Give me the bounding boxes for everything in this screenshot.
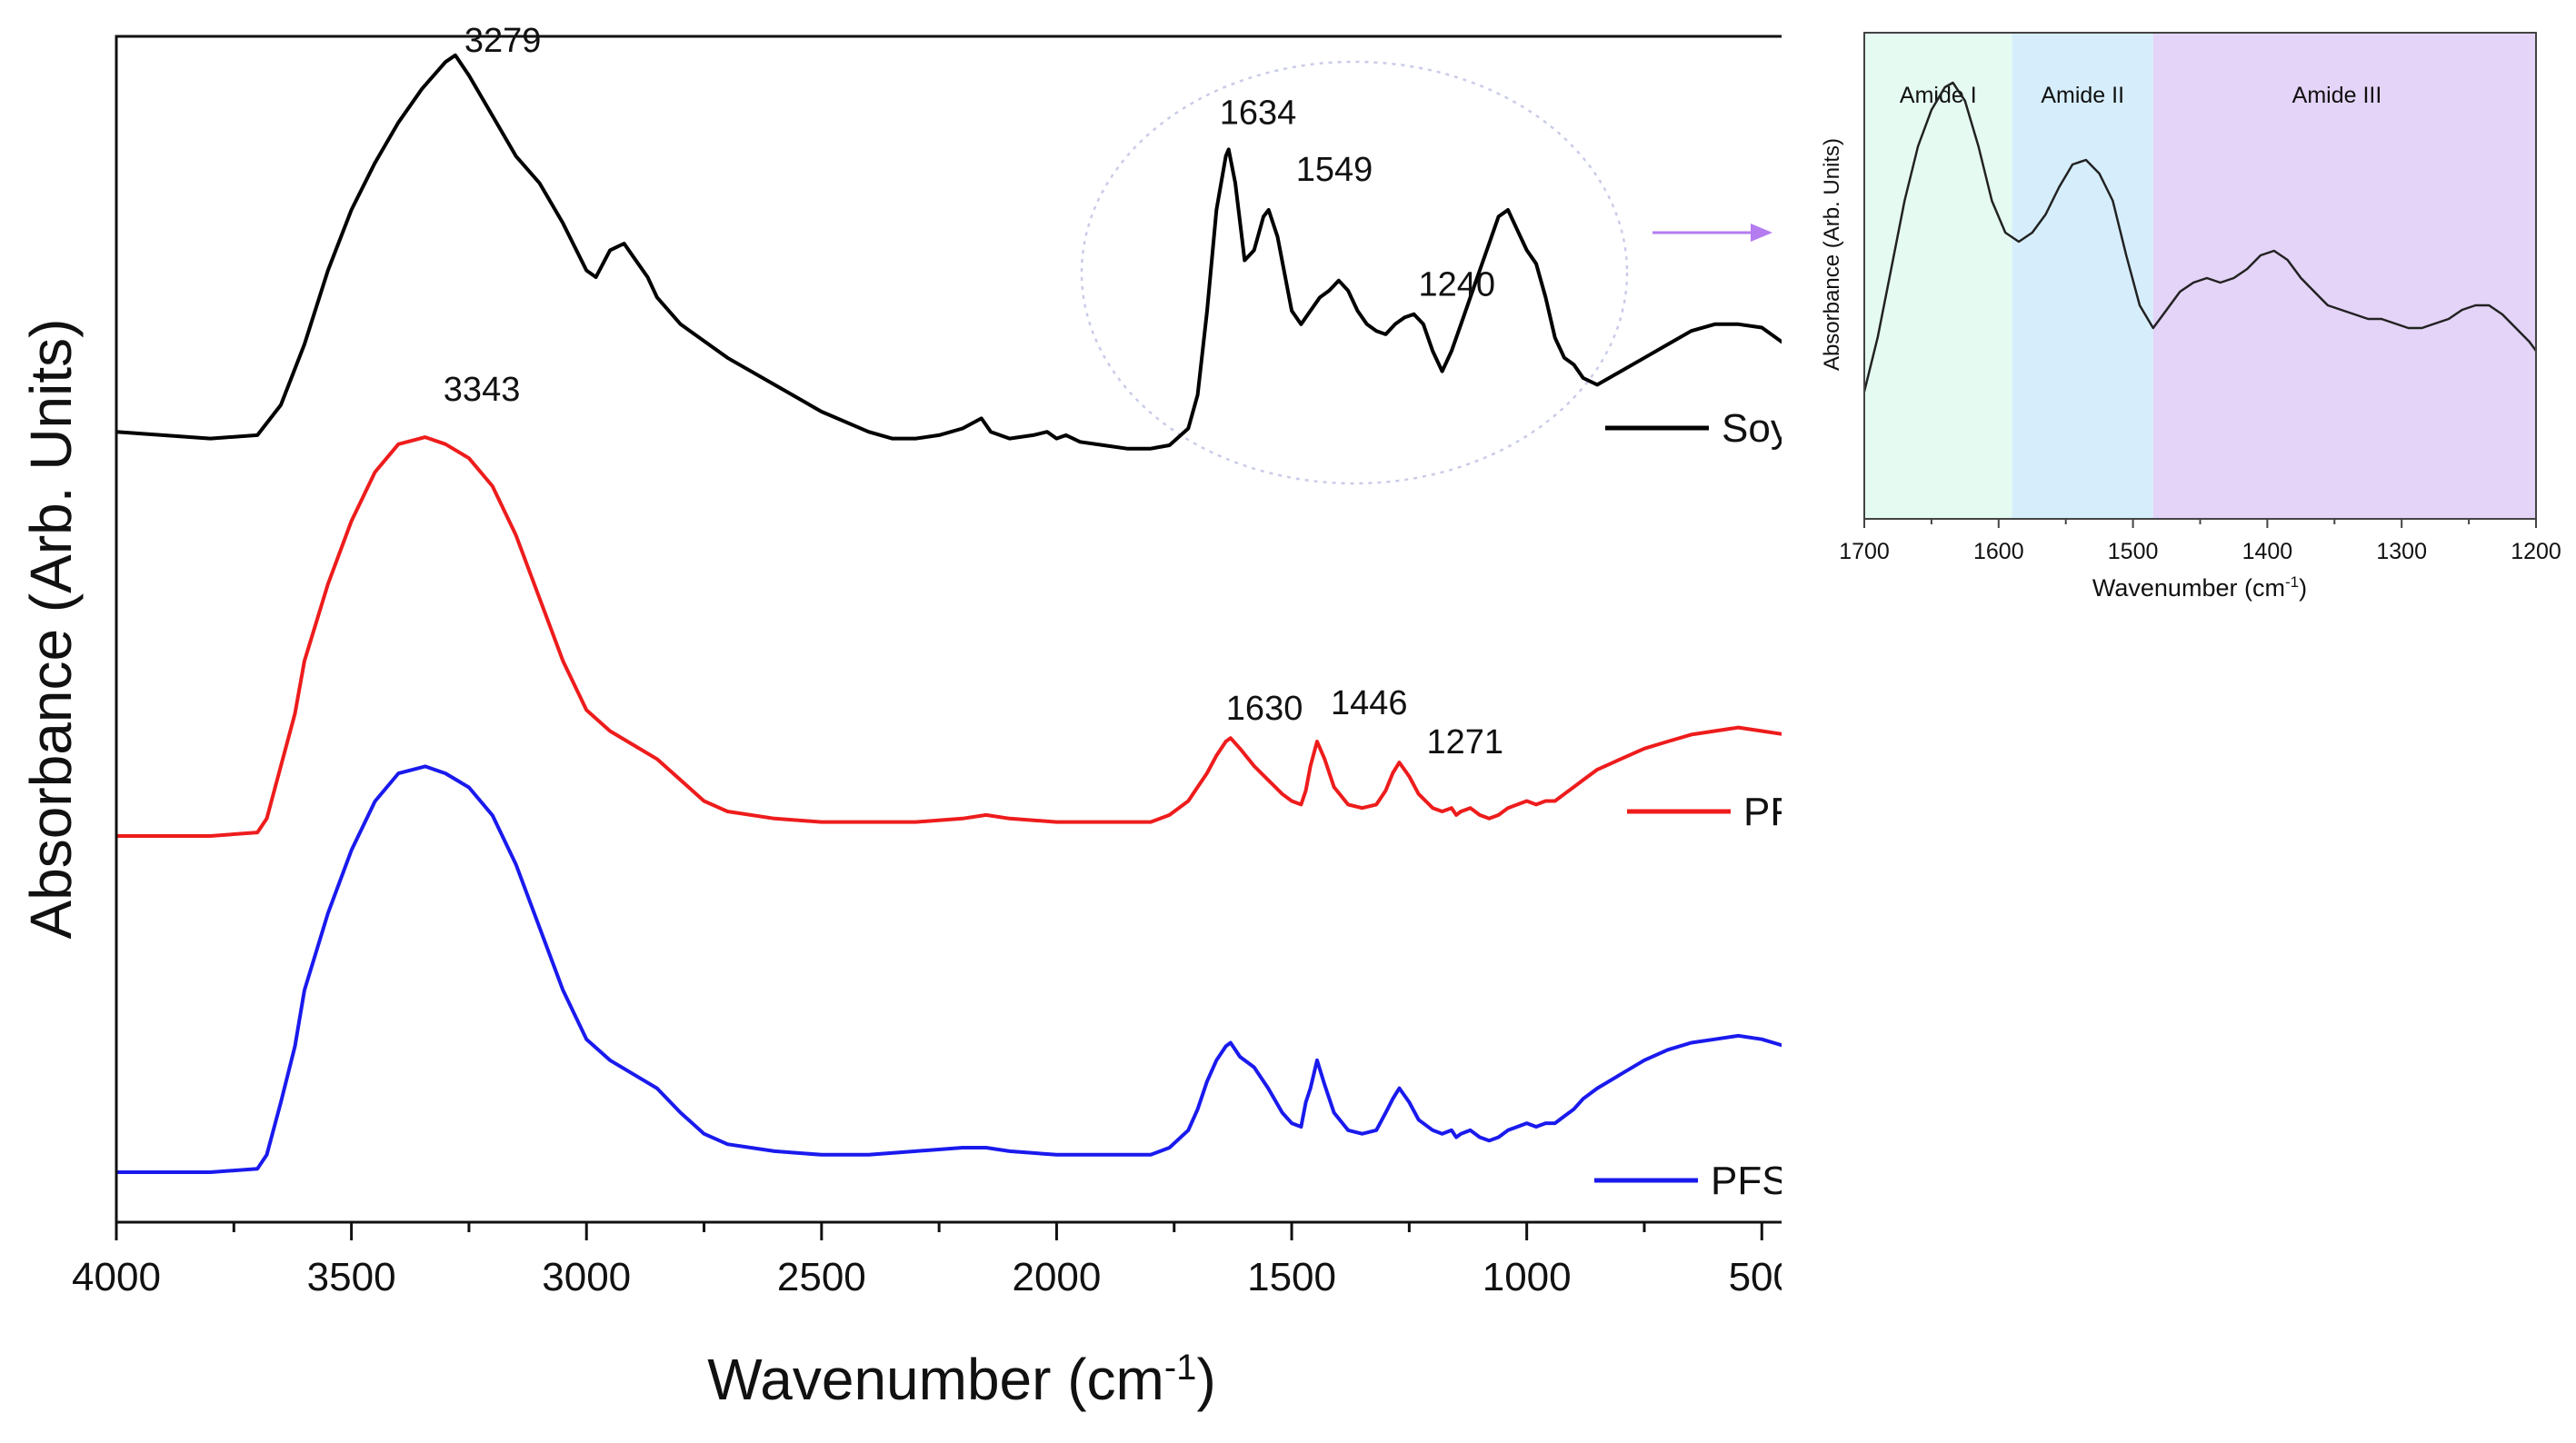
x-tick-label-3500: 3500 (307, 1255, 396, 1299)
inset-x-tick-label-1300: 1300 (2376, 539, 2427, 564)
x-tick-label-4000: 4000 (72, 1255, 161, 1299)
region-label-amide-ii: Amide II (2041, 83, 2124, 108)
inset-x-tick-label-1200: 1200 (2511, 539, 2561, 564)
x-tick-label-3000: 3000 (542, 1255, 631, 1299)
x-tick-label-2500: 2500 (777, 1255, 866, 1299)
series-line-soy (115, 53, 1782, 451)
inset-x-axis-label: Wavenumber (cm-1) (2092, 573, 2307, 602)
peak-label-1549: 1549 (1296, 151, 1373, 189)
inset-chart: Amide I Amide II Amide III 1700 1600 1500 140… (1820, 32, 2561, 602)
region-label-amide-iii: Amide III (2292, 83, 2382, 108)
highlight-ellipse (1080, 60, 1629, 485)
inset-x-tick-label-1700: 1700 (1839, 539, 1890, 564)
main-plot-frame (115, 35, 1782, 1224)
legend-label-soy: Soy (1722, 406, 1782, 451)
inset-x-tick-label-1400: 1400 (2242, 539, 2293, 564)
peak-label-1271: 1271 (1427, 723, 1504, 761)
peak-label-1634: 1634 (1220, 94, 1297, 132)
peak-label-3279: 3279 (464, 22, 542, 60)
x-tick-label-1500: 1500 (1247, 1255, 1336, 1299)
legend-label-pf: PF (1743, 790, 1782, 834)
main-x-axis-label: Wavenumber (cm-1) (707, 1347, 1216, 1412)
inset-x-tick-label-1500: 1500 (2108, 539, 2159, 564)
region-label-amide-i: Amide I (1900, 83, 1977, 108)
region-amide-iii (2152, 33, 2536, 519)
peak-label-1240: 1240 (1419, 266, 1496, 304)
peak-label-1446: 1446 (1331, 684, 1408, 722)
x-tick-label-1000: 1000 (1483, 1255, 1572, 1299)
inset-series-line (1862, 81, 2538, 393)
region-amide-ii (2012, 33, 2153, 519)
peak-label-3343: 3343 (444, 371, 521, 409)
inset-x-tick-label-1600: 1600 (1973, 539, 2024, 564)
legend-label-pfs: PFS (1711, 1159, 1782, 1203)
x-tick-label-500: 500 (1729, 1255, 1782, 1299)
inset-arrow (1652, 224, 1772, 242)
main-chart: 3279 1634 1549 1240 3343 1630 1446 1271 4000 350… (18, 22, 1782, 1412)
series-line-pfs (116, 764, 1782, 1174)
main-y-axis-label: Absorbance (Arb. Units) (18, 319, 84, 940)
inset-y-axis-label: Absorbance (Arb. Units) (1820, 138, 1844, 371)
x-tick-label-2000: 2000 (1012, 1255, 1101, 1299)
peak-label-1630: 1630 (1226, 690, 1303, 728)
series-line-pf (116, 435, 1782, 838)
